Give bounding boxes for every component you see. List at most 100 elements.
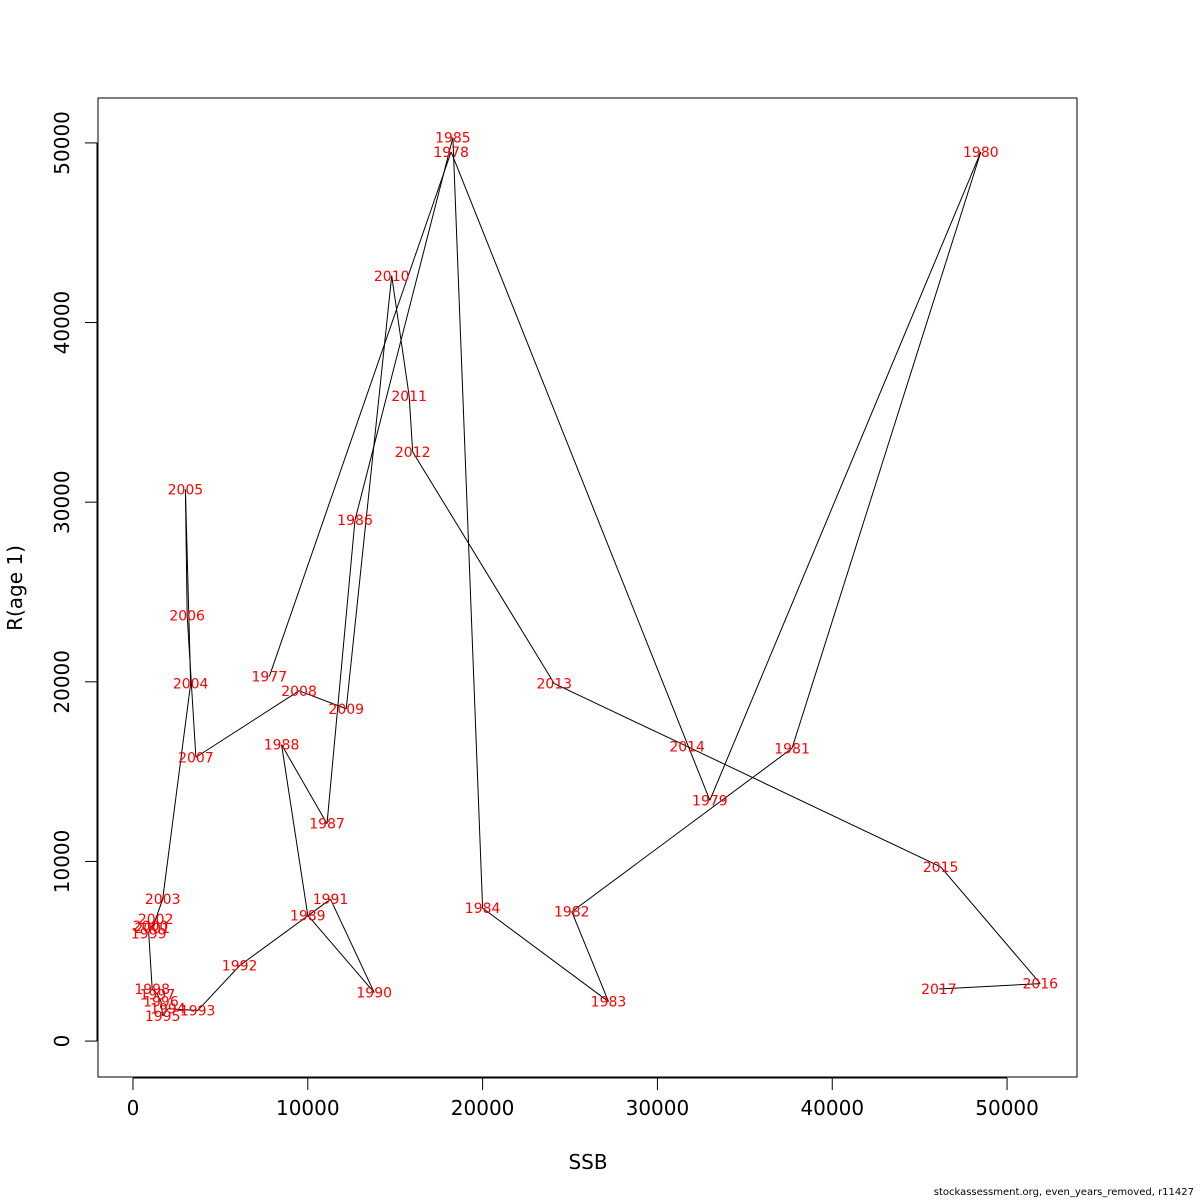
- point-label-1986: 1986: [337, 513, 373, 529]
- point-label-1990: 1990: [356, 986, 392, 1002]
- point-label-1997: 1997: [140, 987, 176, 1003]
- series-segment: [186, 615, 197, 758]
- series-segment: [686, 746, 941, 868]
- point-label-2000: 2000: [133, 919, 169, 935]
- series-segment: [452, 137, 484, 909]
- series-segment: [391, 275, 410, 397]
- series-segment: [408, 396, 414, 452]
- series-segment: [239, 898, 331, 967]
- point-label-2011: 2011: [391, 389, 427, 405]
- x-tick-label: 10000: [276, 1096, 340, 1120]
- point-label-2013: 2013: [536, 677, 572, 693]
- point-label-1991: 1991: [313, 892, 349, 908]
- point-label-1989: 1989: [290, 908, 326, 924]
- y-axis-title: R(age 1): [3, 545, 27, 631]
- series-segment: [148, 925, 151, 934]
- series-segment: [162, 683, 192, 900]
- point-label-1980: 1980: [963, 145, 999, 161]
- series-segment: [155, 898, 164, 920]
- series-segment: [554, 683, 688, 747]
- point-label-1985: 1985: [435, 131, 471, 147]
- point-label-1983: 1983: [591, 995, 627, 1011]
- series-segment: [156, 994, 162, 1002]
- point-labels: 1977 1978 1979 1980 1981 1982 1983 1984 1985 1986…: [131, 131, 1058, 1025]
- point-label-2001: 2001: [134, 921, 170, 937]
- point-label-1992: 1992: [222, 959, 258, 975]
- point-label-2012: 2012: [395, 445, 431, 461]
- series-segment: [571, 911, 609, 1002]
- x-tick-label: 30000: [626, 1096, 690, 1120]
- plot-frame: [97, 97, 1078, 1078]
- series-segment: [482, 907, 609, 1002]
- series-segment: [330, 898, 375, 993]
- series-segment: [354, 137, 454, 521]
- x-axis-title: SSB: [568, 1150, 607, 1174]
- series-segment: [195, 690, 300, 758]
- y-tick-label: 40000: [50, 291, 74, 355]
- point-label-2009: 2009: [328, 702, 364, 718]
- series-segment: [281, 744, 309, 916]
- point-label-2007: 2007: [178, 750, 214, 766]
- x-tick-label: 40000: [800, 1096, 864, 1120]
- series-segment: [345, 275, 393, 709]
- point-label-1979: 1979: [692, 793, 728, 809]
- x-tick-label: 20000: [451, 1096, 515, 1120]
- series-segment: [162, 1008, 169, 1017]
- point-label-2006: 2006: [169, 608, 205, 624]
- series-segment: [326, 520, 356, 824]
- x-tick-label: 50000: [975, 1096, 1039, 1120]
- point-label-1999: 1999: [131, 926, 167, 942]
- series-segment: [791, 151, 982, 749]
- point-label-1998: 1998: [134, 982, 170, 998]
- y-tick-label: 20000: [50, 650, 74, 714]
- series-segment: [940, 866, 1041, 984]
- y-tick-label: 30000: [50, 470, 74, 534]
- x-axis: 0 10000 20000 30000 40000 50000: [127, 1077, 1039, 1120]
- point-label-1994: 1994: [150, 1002, 186, 1018]
- point-label-2003: 2003: [145, 892, 181, 908]
- point-label-1988: 1988: [264, 738, 300, 754]
- series-segment: [151, 988, 158, 995]
- x-tick-label: 0: [127, 1096, 140, 1120]
- point-label-1981: 1981: [774, 741, 810, 757]
- point-label-2016: 2016: [1022, 977, 1058, 993]
- series-segment: [167, 1008, 198, 1012]
- point-label-2008: 2008: [281, 684, 317, 700]
- y-axis: 0 10000 20000 30000 40000 50000: [50, 111, 98, 1048]
- series-segment: [184, 489, 188, 616]
- series-segment: [307, 915, 375, 993]
- point-label-1995: 1995: [145, 1009, 181, 1025]
- series-segment: [709, 151, 982, 801]
- point-label-1977: 1977: [252, 669, 288, 685]
- series-segment: [268, 151, 452, 677]
- series-lines: [148, 137, 1041, 1017]
- y-tick-label: 0: [50, 1035, 74, 1048]
- point-label-2014: 2014: [669, 739, 705, 755]
- series-segment: [160, 1001, 164, 1016]
- footnote: stockassessment.org, even_years_removed,…: [933, 1187, 1194, 1198]
- point-label-2015: 2015: [923, 860, 959, 876]
- series-segment: [938, 983, 1041, 990]
- point-label-2002: 2002: [138, 912, 174, 928]
- point-label-2004: 2004: [173, 677, 209, 693]
- series-segment: [148, 933, 153, 990]
- y-tick-label: 10000: [50, 830, 74, 894]
- point-label-1996: 1996: [143, 995, 179, 1011]
- point-label-2010: 2010: [374, 269, 410, 285]
- series-segment: [197, 965, 240, 1011]
- point-label-2017: 2017: [921, 982, 957, 998]
- point-label-1984: 1984: [465, 901, 501, 917]
- point-label-1987: 1987: [309, 817, 345, 833]
- y-tick-label: 50000: [50, 111, 74, 175]
- point-label-1993: 1993: [180, 1004, 216, 1020]
- series-segment: [571, 747, 793, 913]
- series-segment: [412, 451, 555, 684]
- point-label-1978: 1978: [433, 145, 469, 161]
- series-segment: [450, 151, 711, 801]
- series-segment: [298, 690, 347, 710]
- series-segment: [151, 918, 157, 929]
- point-label-2005: 2005: [168, 483, 204, 499]
- point-label-1982: 1982: [554, 905, 590, 921]
- series-segment: [281, 744, 328, 824]
